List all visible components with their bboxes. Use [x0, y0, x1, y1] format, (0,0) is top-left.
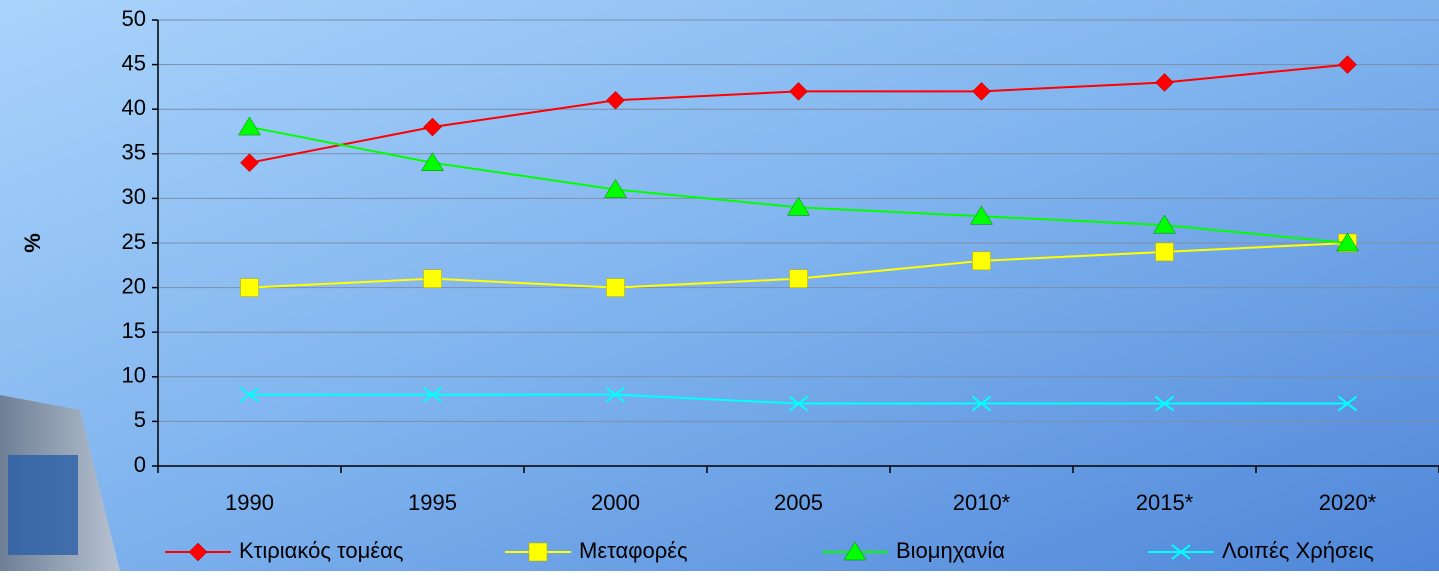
legend-marker [843, 541, 867, 561]
marker [604, 179, 627, 198]
marker [606, 278, 625, 297]
legend-label: Λοιπές Χρήσεις [1222, 538, 1374, 563]
y-tick-label: 45 [122, 50, 146, 75]
marker [789, 269, 808, 288]
y-axis-label: % [20, 233, 45, 253]
marker [1336, 232, 1359, 252]
y-tick-label: 10 [122, 363, 146, 388]
legend-label: Βιομηχανία [896, 538, 1005, 563]
legend-marker [188, 542, 208, 562]
legend-marker [528, 542, 548, 562]
x-tick-label: 2015* [1136, 490, 1194, 515]
marker [972, 251, 991, 271]
marker [972, 82, 991, 101]
marker [970, 205, 993, 225]
marker [1154, 395, 1175, 412]
y-tick-label: 0 [134, 452, 146, 477]
y-tick-label: 20 [122, 273, 146, 298]
marker [240, 278, 259, 297]
marker [606, 90, 625, 110]
marker [1155, 242, 1174, 262]
y-tick-label: 40 [122, 95, 146, 120]
marker [239, 386, 260, 403]
legend-marker [1171, 544, 1191, 560]
x-tick-label: 2005 [774, 490, 823, 515]
x-tick-label: 1990 [225, 490, 274, 515]
marker [605, 386, 626, 403]
y-tick-label: 30 [122, 184, 146, 209]
marker [789, 82, 808, 101]
building-window [8, 455, 78, 555]
y-tick-label: 50 [122, 6, 146, 31]
marker [422, 386, 443, 403]
x-tick-label: 2000 [591, 490, 640, 515]
marker [787, 196, 810, 216]
y-tick-label: 15 [122, 318, 146, 343]
legend-label: Κτιριακός τομέας [239, 538, 403, 563]
x-tick-label: 2020* [1319, 490, 1377, 515]
marker [971, 395, 992, 412]
marker [788, 395, 809, 412]
marker [1338, 55, 1357, 74]
marker [1155, 73, 1174, 92]
marker [1153, 214, 1176, 234]
marker [240, 153, 259, 173]
marker [1337, 395, 1358, 412]
legend-label: Μεταφορές [579, 538, 688, 563]
marker [423, 269, 442, 288]
y-tick-label: 35 [122, 140, 146, 165]
marker [421, 152, 444, 171]
marker [238, 116, 261, 136]
y-tick-label: 25 [122, 229, 146, 254]
y-tick-label: 5 [134, 407, 146, 432]
x-tick-label: 1995 [408, 490, 457, 515]
marker [423, 117, 442, 137]
x-tick-label: 2010* [953, 490, 1011, 515]
